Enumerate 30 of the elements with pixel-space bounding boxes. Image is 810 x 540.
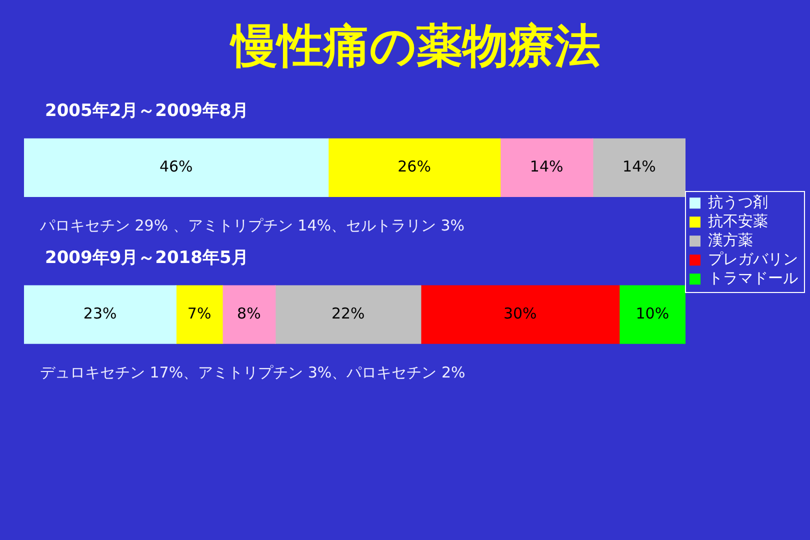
- bar: [24, 138, 329, 197]
- data-label: 30%: [503, 304, 537, 322]
- legend-label: プレガバリン: [708, 250, 798, 268]
- y-tick-label: 2009年9月～2018年5月: [45, 248, 248, 268]
- bar: [24, 285, 176, 344]
- bar: [328, 138, 501, 197]
- bar: [176, 285, 223, 344]
- legend-label: 抗不安薬: [708, 212, 768, 230]
- data-label: 7%: [187, 304, 212, 322]
- data-label: 26%: [398, 158, 431, 176]
- annotation: パロキセチン 29% 、アミトリプチン 14%、セルトラリン 3%: [39, 216, 465, 235]
- data-label: 22%: [331, 304, 365, 322]
- bar: [592, 138, 686, 197]
- bar: [420, 285, 620, 344]
- data-label: 14%: [530, 158, 564, 176]
- data-label: 23%: [83, 304, 117, 322]
- legend-label: トラマドール: [708, 268, 798, 287]
- bar: [222, 285, 276, 344]
- bar: [619, 285, 686, 344]
- bar: [275, 285, 422, 344]
- data-label: 10%: [636, 304, 670, 322]
- bar: [500, 138, 594, 197]
- legend-label: 抗うつ剤: [708, 192, 768, 211]
- legend-label: 漢方薬: [708, 230, 753, 249]
- data-label: 46%: [159, 158, 193, 176]
- text: デュロキセチン 17%、アミトリプチン 3%、パロキセチン 2%: [40, 363, 466, 382]
- data-label: 8%: [237, 304, 261, 322]
- data-label: 14%: [622, 158, 656, 176]
- chart-title: 慢性痛の薬物療法: [230, 18, 600, 73]
- y-tick-label: 2005年2月～2009年8月: [45, 101, 248, 122]
